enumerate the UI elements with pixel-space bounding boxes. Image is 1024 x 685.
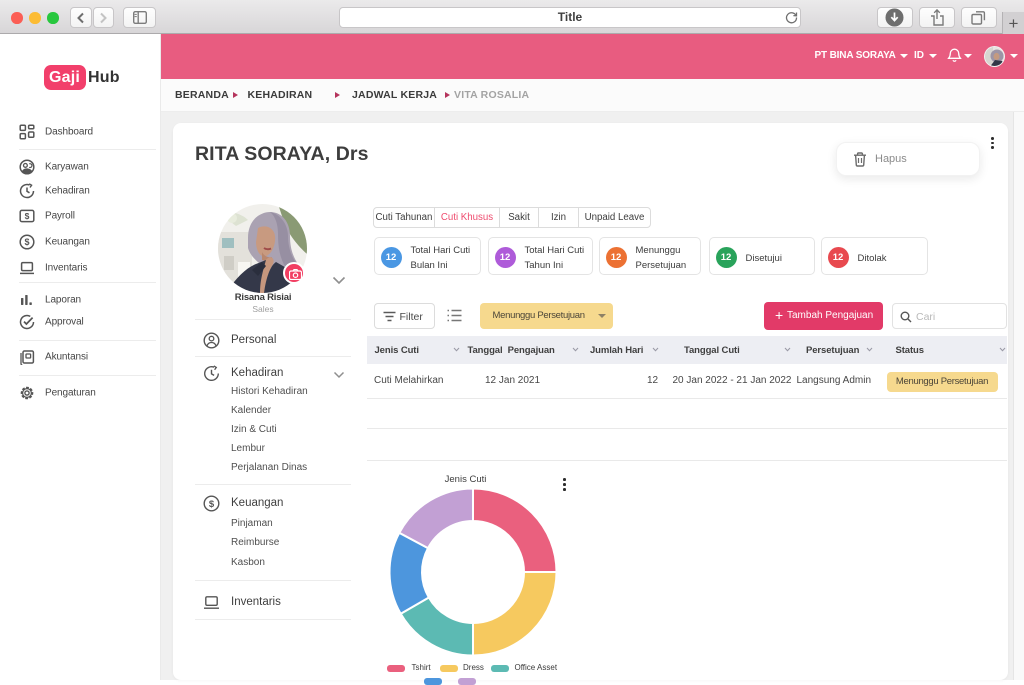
svg-text:$: $ (25, 211, 30, 221)
svg-text:$: $ (24, 237, 29, 247)
svg-text:$: $ (209, 499, 215, 510)
